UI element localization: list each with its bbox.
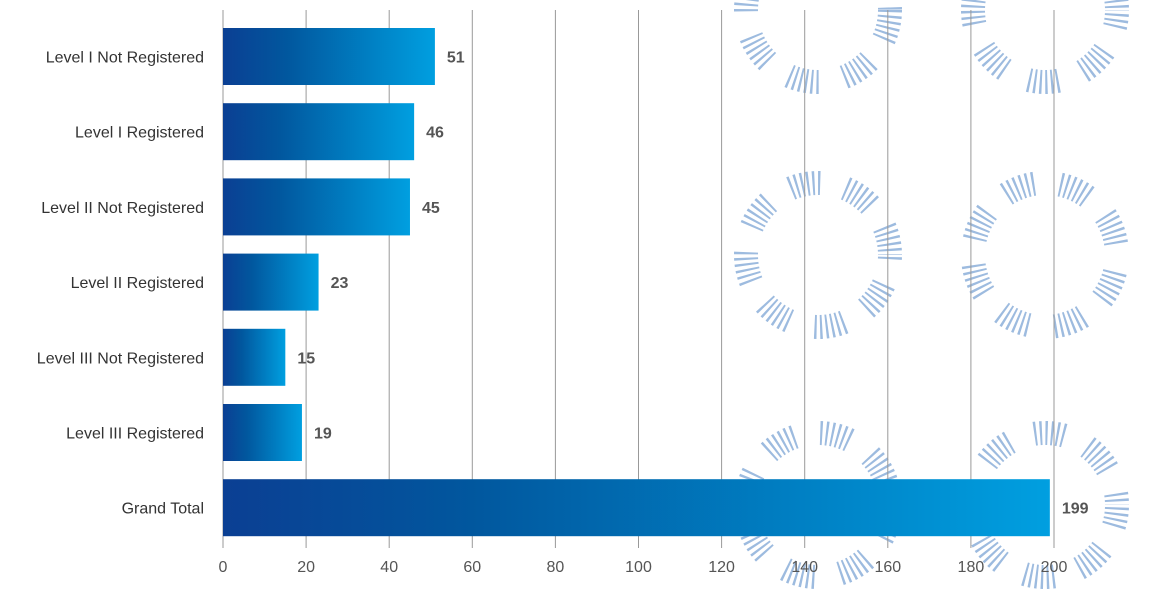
x-tick-label: 120 bbox=[708, 559, 735, 576]
x-tick-label: 80 bbox=[547, 559, 565, 576]
x-tick-label: 60 bbox=[463, 559, 481, 576]
value-label: 23 bbox=[331, 275, 349, 292]
category-label: Level II Registered bbox=[71, 275, 204, 292]
value-label: 45 bbox=[422, 200, 440, 217]
x-tick-label: 180 bbox=[958, 559, 985, 576]
bar bbox=[223, 328, 286, 386]
bar bbox=[223, 404, 302, 461]
category-label: Level II Not Registered bbox=[41, 200, 204, 217]
category-label: Level I Not Registered bbox=[46, 50, 204, 67]
value-labels: 51 46 45 23 15 19 199 bbox=[297, 50, 1088, 518]
decorative-ring-pattern bbox=[734, 0, 1129, 589]
x-axis-ticks: 0 20 40 60 80 100 120 140 160 180 200 bbox=[219, 559, 1068, 576]
value-label: 199 bbox=[1062, 501, 1089, 518]
category-label: Level III Not Registered bbox=[37, 350, 204, 367]
category-label: Level I Registered bbox=[75, 125, 204, 142]
x-tick-label: 100 bbox=[625, 559, 652, 576]
category-label: Grand Total bbox=[122, 501, 204, 518]
x-tick-label: 140 bbox=[791, 559, 818, 576]
x-tick-label: 40 bbox=[380, 559, 398, 576]
bar bbox=[223, 103, 415, 161]
value-label: 19 bbox=[314, 426, 332, 443]
bar bbox=[223, 479, 1050, 537]
value-label: 15 bbox=[297, 350, 315, 367]
bars bbox=[223, 28, 1050, 537]
x-tick-label: 160 bbox=[874, 559, 901, 576]
category-labels: Level I Not Registered Level I Registered… bbox=[37, 50, 204, 518]
x-tick-label: 20 bbox=[297, 559, 315, 576]
decorative-ring bbox=[734, 0, 902, 94]
category-label: Level III Registered bbox=[66, 426, 204, 443]
value-label: 46 bbox=[426, 125, 444, 142]
bar bbox=[223, 28, 435, 85]
decorative-ring bbox=[961, 171, 1129, 339]
x-tick-label: 0 bbox=[219, 559, 228, 576]
bar bbox=[223, 253, 319, 311]
decorative-ring bbox=[961, 0, 1129, 94]
decorative-ring bbox=[734, 171, 902, 339]
value-label: 51 bbox=[447, 50, 465, 67]
x-tick-label: 200 bbox=[1041, 559, 1068, 576]
bar bbox=[223, 178, 410, 236]
